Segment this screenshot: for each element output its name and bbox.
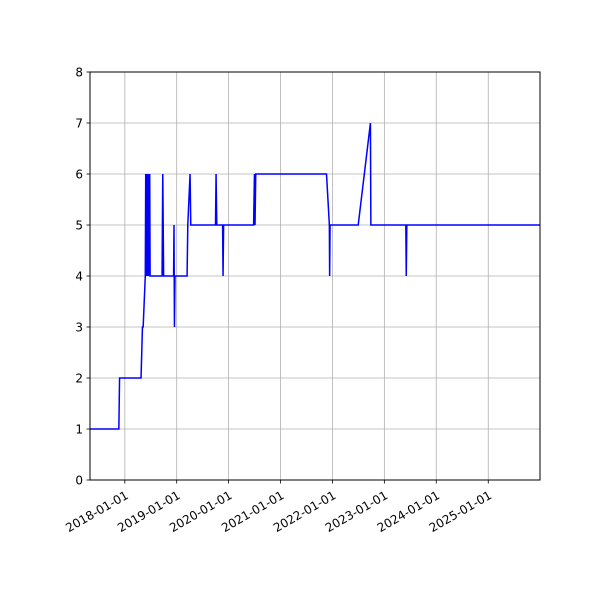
series-line: [90, 122, 540, 430]
y-tick-label: 0: [75, 474, 83, 488]
y-tick-label: 2: [75, 372, 83, 386]
y-tick-label: 5: [75, 219, 83, 233]
y-tick-label: 3: [75, 321, 83, 335]
y-tick-label: 8: [75, 66, 83, 80]
y-tick-label: 7: [75, 117, 83, 131]
y-tick-label: 1: [75, 423, 83, 437]
y-axis: 0 1 2 3 4 5 6 7 8: [75, 66, 90, 488]
y-tick-label: 4: [75, 270, 83, 284]
y-tick-label: 6: [75, 168, 83, 182]
series-layer: [90, 122, 540, 430]
